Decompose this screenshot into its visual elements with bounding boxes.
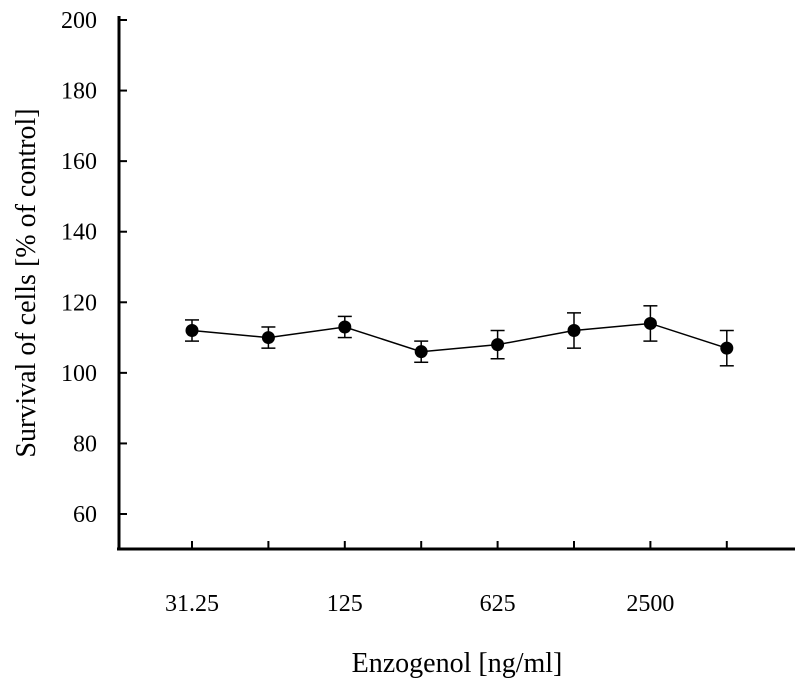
data-point <box>567 324 581 338</box>
y-tick-label-140: 140 <box>61 220 97 246</box>
data-point <box>338 320 352 334</box>
y-tick-label-200: 200 <box>61 8 97 34</box>
data-series <box>185 305 734 367</box>
x-tick-label-3: 2500 <box>626 591 674 617</box>
data-point <box>414 345 428 359</box>
data-point <box>185 324 199 338</box>
y-axis-title: Survival of cells [% of control] <box>11 108 42 457</box>
x-axis: 31.25 125 625 2500 <box>117 541 795 617</box>
data-point <box>491 338 505 352</box>
y-tick-label-80: 80 <box>73 431 97 457</box>
y-axis: 60 80 100 120 140 160 180 200 <box>61 8 127 550</box>
x-tick-label-0: 31.25 <box>165 591 219 617</box>
y-tick-label-120: 120 <box>61 290 97 316</box>
y-ticks: 60 80 100 120 140 160 180 200 <box>61 8 127 528</box>
data-point <box>720 341 734 355</box>
series-line <box>191 322 728 353</box>
x-tick-label-1: 125 <box>327 591 363 617</box>
x-tick-label-2: 625 <box>480 591 516 617</box>
y-tick-label-60: 60 <box>73 502 97 528</box>
y-tick-label-180: 180 <box>61 79 97 105</box>
x-axis-title: Enzogenol [ng/ml] <box>352 648 563 679</box>
data-point <box>261 331 275 345</box>
y-tick-label-160: 160 <box>61 149 97 175</box>
x-ticks: 31.25 125 625 2500 <box>165 541 728 617</box>
y-tick-label-100: 100 <box>61 361 97 387</box>
data-point <box>643 316 657 330</box>
